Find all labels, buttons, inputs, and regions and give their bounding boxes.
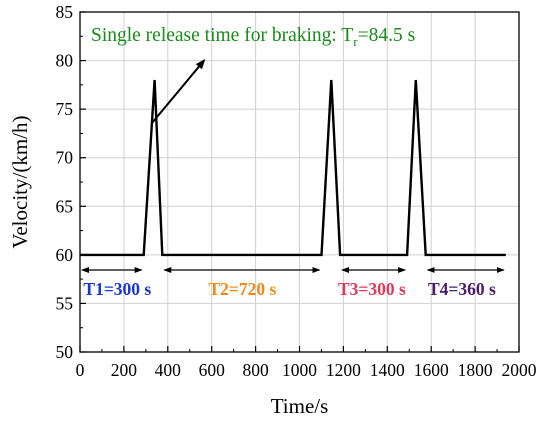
velocity-series-line <box>80 79 506 257</box>
ticks <box>79 11 520 353</box>
x-tick-label: 200 <box>111 360 138 380</box>
y-tick-label: 75 <box>56 99 74 119</box>
y-tick-label: 80 <box>56 51 74 71</box>
grid <box>80 12 519 352</box>
annotation-text: Single release time for braking: Tr=84.5… <box>91 25 415 49</box>
interval-label: T4=360 s <box>428 279 496 299</box>
x-axis-label: Time/s <box>271 394 329 418</box>
x-tick-label: 1800 <box>458 360 493 380</box>
x-tick-label: 1200 <box>326 360 361 380</box>
y-tick-label: 50 <box>56 342 74 362</box>
annotation-subscript: r <box>353 34 358 49</box>
x-tick-label: 800 <box>242 360 269 380</box>
annotation-main: Single release time for braking: T <box>91 25 353 46</box>
interval-markers: T1=300 s T2=720 s T3=300 s T4=360 s <box>81 267 505 299</box>
x-tick-label: 1400 <box>370 360 405 380</box>
y-tick-label: 85 <box>56 2 74 22</box>
x-tick-label: 600 <box>199 360 226 380</box>
interval-label: T3=300 s <box>338 279 406 299</box>
annotation-suffix: =84.5 s <box>358 25 416 46</box>
y-axis-label: Velocity/(km/h) <box>8 116 32 249</box>
annotation-arrow <box>150 59 206 125</box>
x-tick-label: 400 <box>155 360 182 380</box>
y-tick-label: 70 <box>56 148 74 168</box>
x-tick-label: 1600 <box>414 360 449 380</box>
y-tick-label: 65 <box>56 196 74 216</box>
interval-label: T2=720 s <box>209 279 277 299</box>
y-tick-label: 60 <box>56 245 74 265</box>
x-tick-label: 1000 <box>282 360 317 380</box>
x-tick-label: 0 <box>76 360 85 380</box>
tick-labels: 0 200 400 600 800 1000 1200 1400 1600 1800 2000 50 5… <box>56 2 537 380</box>
x-tick-label: 2000 <box>502 360 537 380</box>
interval-label: T1=300 s <box>83 279 151 299</box>
y-tick-label: 55 <box>56 293 74 313</box>
